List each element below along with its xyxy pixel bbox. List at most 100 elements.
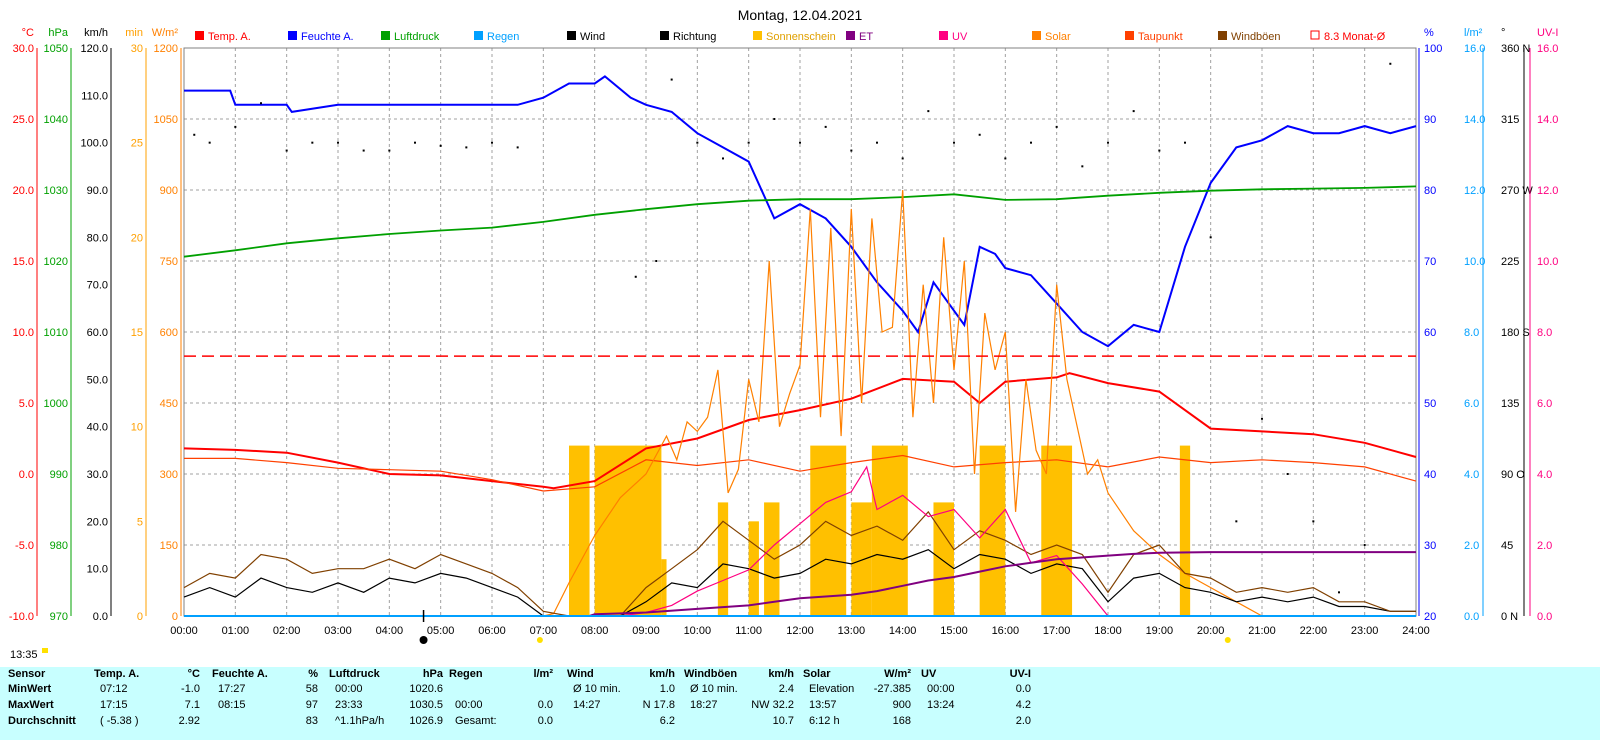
x-tick-label: 17:00 <box>1043 625 1071 637</box>
right-axis-tick: 6.0 <box>1537 398 1552 410</box>
stats-group-name: Windböen <box>684 668 738 680</box>
left-axis-tick: 0.0 <box>93 611 108 623</box>
legend-swatch <box>1218 31 1227 40</box>
legend-label: Wind <box>580 31 605 43</box>
moon-marker <box>419 636 428 644</box>
x-tick-label: 04:00 <box>376 625 404 637</box>
legend-label: Temp. A. <box>208 31 251 43</box>
statistics-table: Sensor MinWert MaxWert Durchschnitt Temp. A.… <box>0 667 1600 740</box>
direction-point <box>311 141 314 144</box>
right-axis-tick: 0.0 <box>1537 611 1552 623</box>
direction-point <box>1081 165 1084 168</box>
direction-point <box>634 275 637 278</box>
sunshine-bar <box>979 445 1006 616</box>
stats-max-time: 18:27 <box>690 699 718 711</box>
x-tick-label: 08:00 <box>581 625 609 637</box>
direction-point <box>516 146 519 149</box>
sunshine-bar <box>594 445 662 616</box>
left-axis-tick: 450 <box>160 398 178 410</box>
left-axis-tick: 15.0 <box>13 256 34 268</box>
stats-group-name: Temp. A. <box>94 668 140 680</box>
sunshine-bar <box>717 502 729 616</box>
direction-point <box>927 110 930 113</box>
sunshine-bars <box>569 445 1191 616</box>
legend-label: 8.3 Monat-Ø <box>1324 31 1386 43</box>
stats-min-value: 1020.6 <box>409 683 443 695</box>
right-axis-tick: 4.0 <box>1537 469 1552 481</box>
x-tick-label: 02:00 <box>273 625 301 637</box>
left-axis-tick: 900 <box>160 185 178 197</box>
right-axis-tick: 40 <box>1424 469 1436 481</box>
right-axis-tick: 4.0 <box>1464 469 1479 481</box>
stats-max-time: 13:57 <box>809 699 837 711</box>
stats-group-unit: °C <box>187 668 200 680</box>
right-axis-tick: 180 S <box>1501 327 1530 339</box>
stats-avg-note: ^1.1hPa/h <box>335 715 385 727</box>
stats-min-time: 00:00 <box>927 683 955 695</box>
legend-label: Taupunkt <box>1138 31 1183 43</box>
legend-swatch <box>846 31 855 40</box>
stats-avg-value: 6.2 <box>659 715 675 727</box>
right-axis-tick: 10.0 <box>1464 256 1485 268</box>
stats-group-name: Luftdruck <box>329 668 380 680</box>
stats-min-value: 0.0 <box>1015 683 1031 695</box>
stats-avg-value: 83 <box>305 715 318 727</box>
legend-label: Feuchte A. <box>301 31 354 43</box>
stats-min-value: 58 <box>305 683 318 695</box>
legend-swatch <box>195 31 204 40</box>
stats-max-value: 7.1 <box>184 699 200 711</box>
direction-point <box>824 125 827 128</box>
right-axis-unit: ° <box>1501 27 1505 39</box>
direction-point <box>1107 141 1109 144</box>
left-axis-tick: 110.0 <box>81 90 108 102</box>
direction-point <box>876 141 878 144</box>
legend-swatch <box>1310 30 1320 40</box>
left-axis-tick: 20 <box>131 232 143 244</box>
left-axis-tick: 100.0 <box>80 138 108 150</box>
stats-avg-value: 0.0 <box>537 715 553 727</box>
stats-min-time: Ø 10 min. <box>573 683 621 695</box>
right-axis-tick: 12.0 <box>1537 185 1558 197</box>
sunshine-bar <box>851 502 872 616</box>
right-axis-tick: 8.0 <box>1464 327 1479 339</box>
left-axis-tick: 60.0 <box>87 327 108 339</box>
direction-point <box>1004 157 1007 160</box>
right-axis-tick: 20 <box>1424 611 1436 623</box>
direction-point <box>337 141 339 144</box>
left-axis-unit: °C <box>22 27 34 39</box>
x-tick-label: 07:00 <box>530 625 558 637</box>
stats-max-time: 00:00 <box>455 699 483 711</box>
direction-point <box>1363 544 1366 546</box>
left-axis-tick: 50.0 <box>87 374 108 386</box>
stats-group-unit: UV-I <box>1009 668 1031 680</box>
stats-max-time: 08:15 <box>218 699 246 711</box>
direction-point <box>655 260 658 262</box>
stats-label-avg: Durchschnitt <box>8 715 76 727</box>
solar-series <box>543 189 1263 617</box>
left-axis-tick: 120.0 <box>80 43 108 55</box>
stats-group-name: Wind <box>567 668 594 680</box>
stats-min-time: 00:00 <box>335 683 363 695</box>
stats-max-value: 900 <box>892 699 911 711</box>
x-tick-label: 05:00 <box>427 625 455 637</box>
direction-point <box>1338 591 1340 594</box>
direction-point <box>285 149 288 152</box>
left-axis-tick: 1030 <box>44 185 68 197</box>
stats-avg-value: 168 <box>892 715 911 727</box>
direction-point <box>1312 520 1315 523</box>
direction-point <box>1389 62 1392 65</box>
x-tick-label: 01:00 <box>222 625 250 637</box>
direction-point <box>1261 417 1263 420</box>
stats-group-unit: l/m² <box>533 668 553 680</box>
stats-avg-note: 6:12 h <box>809 715 840 727</box>
right-axis-tick: 10.0 <box>1537 256 1558 268</box>
stats-avg-value: 1026.9 <box>409 715 443 727</box>
stats-min-time: Ø 10 min. <box>690 683 738 695</box>
left-axis-unit: km/h <box>84 27 108 39</box>
direction-point <box>193 133 196 136</box>
legend-swatch <box>1032 31 1041 40</box>
right-axis-tick: 8.0 <box>1537 327 1552 339</box>
stats-group-name: Feuchte A. <box>212 668 268 680</box>
stats-avg-value: 2.0 <box>1015 715 1031 727</box>
stats-label-min: MinWert <box>8 683 52 695</box>
